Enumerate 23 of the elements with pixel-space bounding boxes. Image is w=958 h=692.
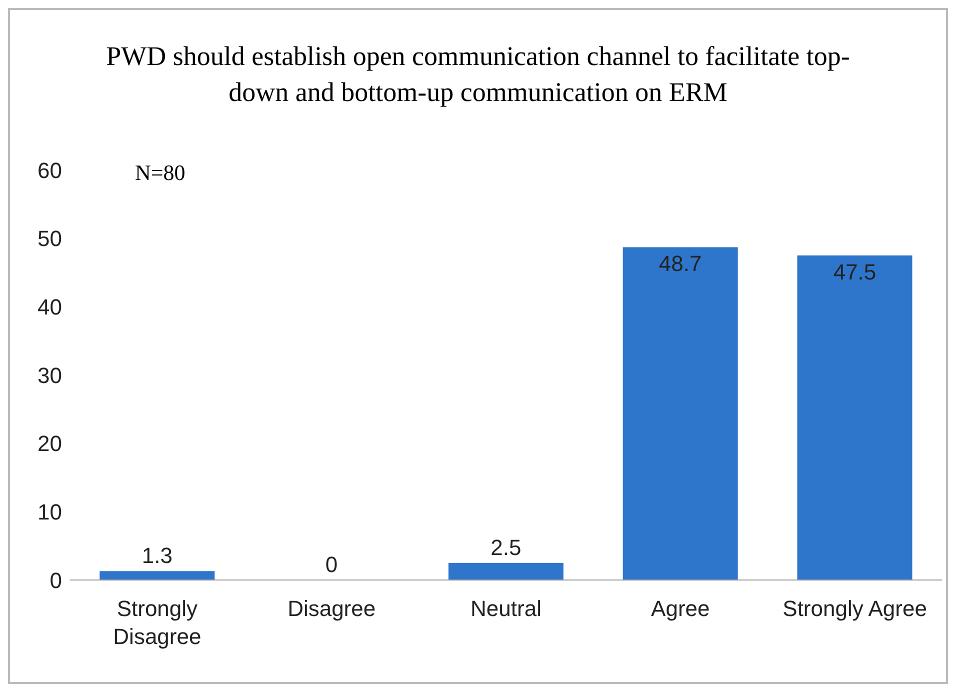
annotation: N=80 <box>135 160 186 186</box>
x-tick-label: Strongly Agree <box>782 596 927 621</box>
bar <box>797 255 912 580</box>
bar <box>622 247 738 580</box>
data-label: 2.5 <box>490 534 522 560</box>
x-tick-label: Neutral <box>470 596 542 621</box>
chart-title: PWD should establish open communication channel to facilitate top-down and bottom-up communication on ERM <box>105 40 851 109</box>
data-label: 48.7 <box>658 251 702 276</box>
y-tick-label: 30 <box>38 362 62 388</box>
data-label: 1.3 <box>142 543 172 568</box>
y-tick-label: 20 <box>38 431 62 456</box>
y-tick-label: 60 <box>38 158 62 183</box>
data-label: 47.5 <box>833 259 876 284</box>
x-tick-label: Agree <box>651 596 710 621</box>
bar <box>448 562 564 580</box>
y-tick-label: 50 <box>38 226 62 252</box>
y-tick-label: 40 <box>38 294 62 320</box>
x-tick-label: Strongly Disagree <box>113 596 202 649</box>
bar <box>100 571 215 580</box>
x-tick-label: Disagree <box>288 596 376 621</box>
y-tick-label: 10 <box>38 499 62 524</box>
y-tick-label: 0 <box>50 568 62 593</box>
data-label: 0 <box>325 552 338 577</box>
